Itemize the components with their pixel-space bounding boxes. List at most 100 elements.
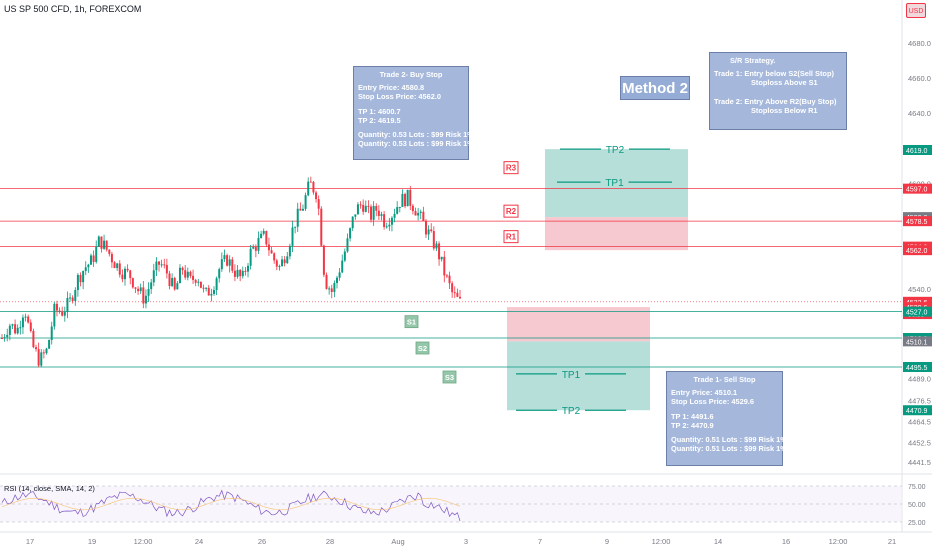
candle-body	[184, 270, 187, 278]
candle-body	[142, 287, 145, 304]
candle-body	[299, 208, 302, 211]
candle-body	[312, 181, 315, 193]
candle-body	[419, 211, 422, 213]
candle-body	[29, 322, 32, 331]
trade2-line: Entry Price: 4580.8	[358, 83, 425, 93]
short-loss-zone	[507, 307, 650, 342]
candle-body	[6, 334, 9, 338]
trade1-line: TP 2: 4470.9	[671, 420, 714, 430]
candle-body	[215, 278, 218, 290]
candle-body	[362, 204, 365, 212]
strategy-box: S/R Strategy. Trade 1: Entry below S2(Se…	[709, 52, 847, 130]
candle-body	[48, 340, 51, 349]
long-tp1-label: TP1	[605, 178, 624, 189]
candle-body	[202, 287, 205, 289]
candle-body	[89, 255, 92, 265]
y-tick-label: 4452.5	[908, 439, 931, 448]
rsi-axis-label: 25.00	[908, 520, 926, 527]
trade1-box: Trade 1- Sell Stop Entry Price: 4510.1 S…	[666, 371, 787, 466]
candle-body	[37, 349, 40, 366]
candle-body	[116, 263, 119, 269]
x-tick-label: 14	[714, 537, 722, 546]
candle-body	[325, 274, 328, 289]
candle-body	[380, 214, 383, 216]
candle-body	[252, 247, 255, 249]
x-tick-label: 19	[88, 537, 96, 546]
trade1-line: Quantity: 0.51 Lots : $99 Risk 1%	[671, 444, 787, 454]
candle-body	[178, 267, 181, 284]
candle-body	[79, 274, 82, 283]
candle-body	[278, 266, 281, 268]
candle-body	[233, 270, 236, 277]
rsi-axis-label: 50.00	[908, 502, 926, 509]
strategy-line: Stoploss Below R1	[751, 105, 818, 115]
candle-body	[440, 256, 443, 260]
candle-body	[168, 273, 171, 287]
long-loss-zone	[545, 217, 688, 251]
candle-body	[286, 256, 289, 264]
candle-body	[207, 287, 210, 296]
candle-body	[275, 260, 278, 267]
price-tag-label: 4510.1	[906, 339, 928, 346]
trade2-line: Quantity: 0.53 Lots : $99 Risk 1%	[358, 139, 474, 149]
candle-body	[69, 297, 72, 299]
candle-body	[137, 288, 140, 292]
candle-body	[459, 296, 461, 299]
x-tick-label: 3	[464, 537, 468, 546]
candle-body	[55, 303, 58, 311]
candle-body	[375, 205, 378, 211]
x-tick-label: 24	[195, 537, 203, 546]
candle-body	[438, 243, 441, 260]
x-tick-label: 9	[605, 537, 609, 546]
candle-body	[390, 217, 393, 225]
x-tick-label: 12:00	[652, 537, 671, 546]
candle-body	[103, 240, 106, 249]
price-tag	[903, 216, 932, 227]
candle-body	[346, 238, 349, 252]
candle-body	[210, 293, 213, 296]
candle-body	[82, 271, 85, 283]
x-tick-label: 28	[326, 537, 334, 546]
candle-body	[430, 229, 433, 232]
currency-button[interactable]: USD	[906, 3, 926, 18]
strategy-line: Trade 2: Entry Above R2(Buy Stop)	[714, 96, 837, 106]
candle-body	[333, 282, 336, 292]
candle-body	[19, 327, 22, 329]
candle-body	[451, 283, 454, 293]
support-label: S3	[445, 373, 454, 382]
candle-body	[239, 269, 242, 277]
candle-body	[192, 275, 195, 280]
candle-body	[1, 338, 3, 340]
candle-body	[267, 244, 270, 251]
resistance-tag	[503, 161, 519, 175]
candle-body	[304, 195, 307, 209]
candle-body	[388, 224, 391, 227]
resistance-tag	[503, 204, 519, 218]
strategy-line	[714, 88, 842, 97]
price-tag	[903, 245, 932, 256]
candle-body	[134, 287, 137, 289]
candle-body	[414, 211, 417, 216]
candle-body	[370, 206, 373, 220]
price-tag-label: 4470.9	[906, 408, 928, 415]
candle-body	[218, 269, 221, 279]
candle-body	[244, 270, 247, 272]
method-label: Method 2	[620, 76, 690, 100]
candle-body	[21, 317, 24, 328]
candle-body	[398, 206, 401, 208]
candle-body	[40, 352, 43, 366]
rsi-sma-line	[1, 497, 461, 511]
candle-body	[105, 240, 108, 250]
y-tick-label: 4489.0	[908, 374, 931, 383]
x-tick-label: 7	[538, 537, 542, 546]
candle-body	[411, 205, 414, 212]
trade1-line: Stop Loss Price: 4529.6	[671, 397, 754, 407]
trade2-line: Stop Loss Price: 4562.0	[358, 92, 441, 102]
price-tag	[903, 296, 932, 307]
trade2-box: Trade 2- Buy Stop Entry Price: 4580.8 St…	[353, 66, 474, 160]
candle-body	[186, 271, 189, 278]
candle-body	[432, 231, 435, 249]
candle-body	[409, 189, 412, 206]
support-tag	[442, 370, 457, 384]
